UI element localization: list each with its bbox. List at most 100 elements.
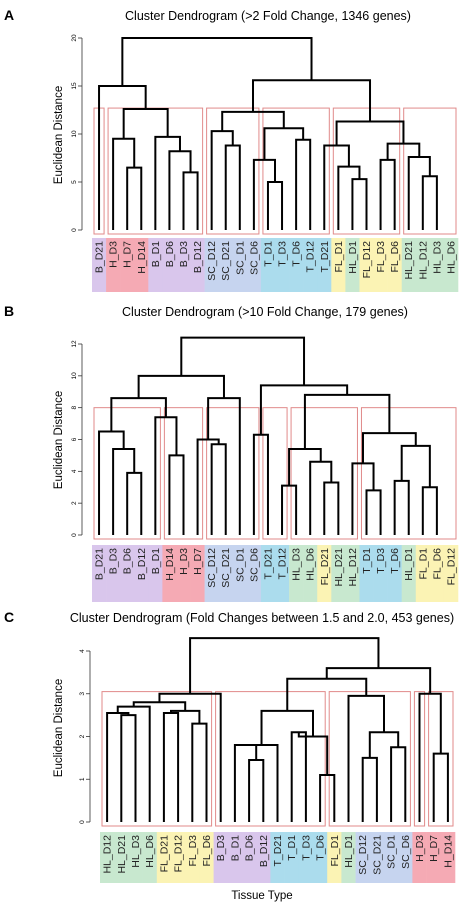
leaf-band [331, 545, 346, 602]
panel-c-leaf-bands [100, 832, 456, 883]
dendrogram-branch [168, 150, 192, 230]
cluster-box [403, 107, 457, 235]
leaf-label: B_D1 [229, 835, 241, 861]
leaf-label: H_D3 [414, 835, 426, 862]
leaf-band [100, 832, 115, 883]
leaf-label: T_D3 [375, 548, 387, 574]
leaf-label: T_D1 [361, 548, 373, 574]
dendrogram-branch [286, 677, 368, 711]
leaf-band [246, 238, 262, 292]
y-tick-label: 20 [71, 34, 78, 42]
leaf-label: B_D1 [150, 241, 162, 267]
leaf-label: T_D6 [315, 835, 327, 861]
leaf-band [246, 545, 262, 602]
leaf-band [298, 832, 314, 883]
leaf-label: HL_D3 [431, 241, 443, 274]
panel-b-title: Cluster Dendrogram (>10 Fold Change, 179… [122, 305, 408, 319]
leaf-band [128, 832, 143, 883]
dendrogram-branch [418, 692, 442, 822]
leaf-label: FL_D12 [173, 835, 185, 873]
leaf-label: SC_D21 [220, 548, 232, 588]
panel-b-label: B [4, 303, 14, 319]
leaf-band [345, 238, 360, 292]
leaf-label: B_D6 [164, 241, 176, 267]
leaf-band [401, 238, 417, 292]
dendrogram-branch [182, 171, 199, 230]
dendrogram-branch [290, 731, 307, 822]
leaf-label: T_D6 [389, 548, 401, 574]
leaf-label: B_D1 [150, 548, 162, 574]
dendrogram-branch [393, 479, 410, 535]
y-tick-label: 10 [71, 130, 78, 138]
leaf-label: T_D21 [272, 835, 284, 867]
y-tick-label: 15 [71, 82, 78, 90]
panel-b-leaf-bands [92, 545, 459, 602]
leaf-label: HL_D3 [130, 835, 142, 868]
dendrogram-branch [121, 37, 313, 86]
leaf-label: SC_D21 [220, 241, 232, 281]
y-tick-label: 0 [71, 228, 78, 232]
leaf-label: FL_D6 [389, 241, 401, 273]
leaf-band [171, 832, 186, 883]
cluster-box [328, 691, 411, 827]
panel-a-leaf-labels: B_D21 H_D3 H_D7 H_D14 B_D1 B_D6 B_D3 B_D12 SC_D1… [94, 241, 458, 281]
dendrogram-branch [162, 711, 180, 822]
leaf-label: SC_D12 [357, 835, 369, 875]
leaf-label: T_D21 [262, 548, 274, 580]
dendrogram-branch [319, 773, 336, 822]
leaf-band [373, 545, 388, 602]
panel-b-y-axis: 0 2 4 6 8 10 12 [71, 340, 83, 537]
leaf-label: B_D12 [136, 548, 148, 580]
panel-c: C Cluster Dendrogram (Fold Changes betwe… [4, 609, 456, 902]
cluster-box [101, 691, 213, 827]
leaf-band [218, 545, 234, 602]
y-tick-label: 4 [79, 649, 86, 653]
dendrogram-branch [421, 175, 438, 230]
dendrogram-branch [207, 397, 241, 535]
leaf-band [327, 832, 342, 883]
leaf-band [398, 832, 413, 883]
dendrogram-branch [137, 374, 225, 399]
leaf-band [275, 238, 290, 292]
y-tick-label: 5 [71, 180, 78, 184]
y-tick-label: 4 [71, 469, 78, 473]
leaf-band [148, 238, 163, 292]
leaf-label: B_D21 [94, 241, 106, 273]
dendrogram-branch [98, 430, 125, 535]
leaf-band [134, 545, 149, 602]
leaf-band [355, 832, 371, 883]
leaf-band [359, 545, 374, 602]
leaf-band [317, 545, 332, 602]
leaf-label: HL_D12 [417, 241, 429, 280]
panel-b-leaf-labels: B_D21 B_D3 B_D6 B_D12 B_D1 H_D14 H_D3 H_D7 SC_D1… [94, 548, 458, 588]
panel-c-cluster-boxes [101, 691, 454, 827]
dendrogram-branch [116, 705, 151, 822]
panel-a-ylabel: Euclidean Distance [53, 86, 65, 184]
dendrogram-branch [180, 336, 306, 386]
leaf-band [313, 832, 328, 883]
leaf-band [213, 832, 229, 883]
dendrogram-branch [365, 489, 382, 535]
leaf-band [162, 238, 177, 292]
dendrogram-branch [126, 166, 143, 230]
leaf-band [270, 832, 285, 883]
leaf-label: SC_D12 [206, 241, 218, 281]
dendrogram-branch [351, 178, 368, 230]
cluster-box [262, 107, 330, 235]
leaf-label: T_D3 [300, 835, 312, 861]
cluster-box [206, 107, 260, 235]
leaf-label: B_D6 [122, 548, 134, 574]
leaf-band [120, 545, 135, 602]
cluster-box [360, 407, 457, 540]
dendrogram-branch [337, 165, 361, 230]
leaf-band [242, 832, 257, 883]
dendrogram-branch [168, 454, 185, 535]
dendrogram-branch [191, 722, 208, 822]
leaf-label: T_D21 [319, 241, 331, 273]
leaf-label: B_D3 [215, 835, 227, 861]
leaf-label: H_D3 [108, 241, 120, 268]
leaf-label: B_D12 [192, 241, 204, 273]
leaf-label: B_D3 [108, 548, 120, 574]
leaf-label: SC_D21 [371, 835, 383, 875]
leaf-band [443, 238, 459, 292]
